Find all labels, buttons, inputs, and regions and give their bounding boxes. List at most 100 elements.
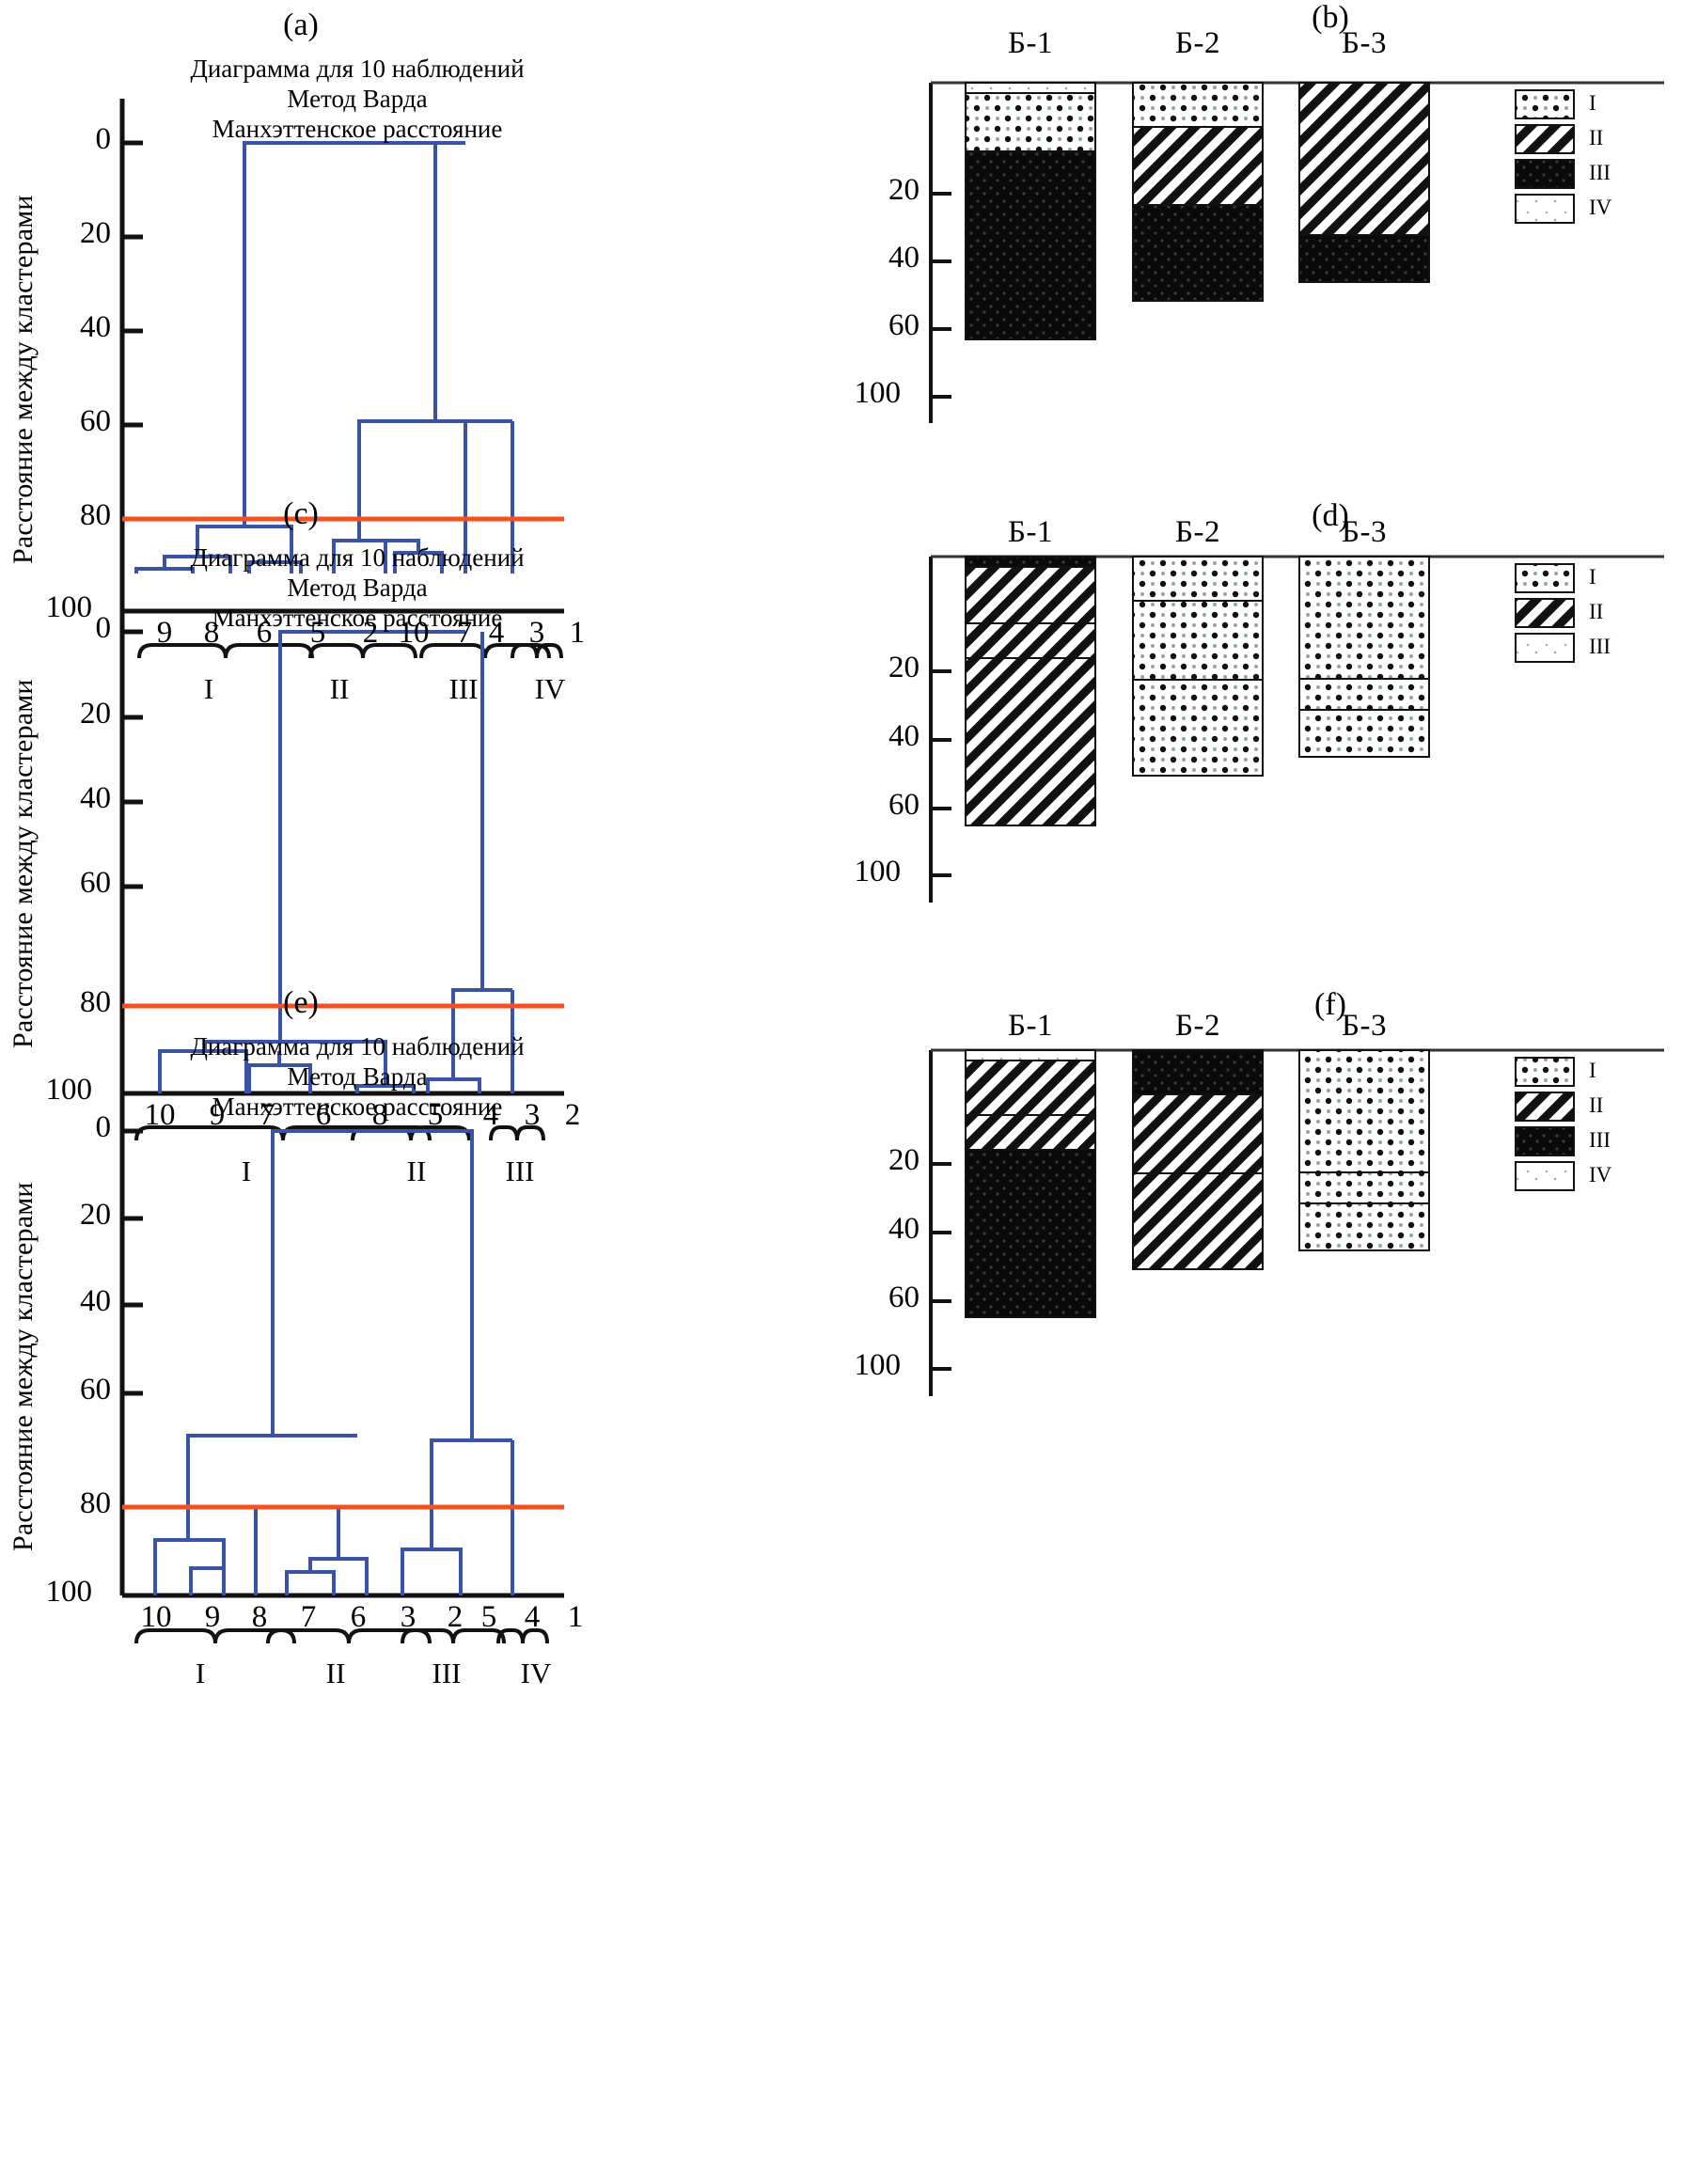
panel-a-leaf-3: 5 [309, 616, 326, 650]
panel-e-title: Диаграмма для 10 наблюдений Метод Варда … [141, 1032, 574, 1123]
panel-c-tick-0: 0 [95, 611, 112, 645]
panel-e-leaf-3: 7 [300, 1600, 317, 1634]
panel-a-leaf-2: 6 [256, 616, 273, 650]
panel-e-dendrogram-links [153, 1129, 514, 1595]
panel-f-legend-label-I: I [1589, 1059, 1596, 1082]
panel-a-ylabel: Расстояние между кластерами [8, 195, 39, 564]
panel-b-tick-20: 20 [888, 173, 920, 207]
panel-c-leaf-1: 9 [209, 1098, 226, 1132]
panel-f-bar-b1[interactable] [965, 1049, 1096, 1318]
panel-f-legend-label-III: III [1589, 1128, 1611, 1152]
panel-c-tick-100: 100 [45, 1073, 93, 1107]
panel-b-legend-label-I: I [1589, 91, 1596, 115]
panel-a-tick-0: 0 [95, 122, 112, 156]
panel-label-c: (c) [283, 496, 319, 531]
panel-c-title-line3: Манхэттенское расстояние [212, 603, 503, 632]
panel-f-tick-40: 40 [888, 1212, 920, 1246]
panel-c-leaf-7: 3 [524, 1098, 541, 1132]
panel-e-tick-60: 60 [80, 1373, 111, 1406]
panel-c-cluster-braces [134, 1125, 545, 1141]
panel-d-bar-label-0: Б-1 [1008, 515, 1053, 549]
panel-e-cluster-II: II [325, 1657, 346, 1689]
panel-c-cluster-I: I [241, 1155, 252, 1187]
panel-e-tick-40: 40 [80, 1284, 111, 1318]
panel-f-bar-b3[interactable] [1298, 1049, 1430, 1251]
panel-d-legend-label-III: III [1589, 635, 1611, 658]
panel-a-tick-80: 80 [80, 498, 111, 532]
panel-e-tick-80: 80 [80, 1486, 111, 1520]
panel-e-leaf-5: 3 [400, 1600, 417, 1634]
panel-e-ylabel: Расстояние между кластерами [8, 1182, 39, 1551]
panel-c-leaf-5: 5 [427, 1098, 444, 1132]
panel-a-leaf-1: 8 [203, 616, 220, 650]
panel-d-tick-20: 20 [888, 651, 920, 684]
panel-f-bar-label-0: Б-1 [1008, 1009, 1053, 1043]
panel-label-b: (b) [1312, 0, 1349, 35]
panel-f-tick-20: 20 [888, 1143, 920, 1177]
panel-d-bar-label-2: Б-3 [1342, 515, 1387, 549]
panel-f-legend-swatches [1515, 1057, 1575, 1191]
panel-a-cluster-braces [137, 643, 563, 659]
panel-f-legend-label-IV: IV [1589, 1163, 1612, 1186]
panel-a-tick-60: 60 [80, 404, 111, 438]
panel-a-title: Диаграмма для 10 наблюдений Метод Варда … [141, 55, 574, 145]
panel-c-leaf-0: 10 [144, 1098, 176, 1132]
panel-c-title-line2: Метод Варда [287, 573, 428, 602]
panel-e-cluster-I: I [195, 1657, 206, 1689]
panel-c-tick-40: 40 [80, 781, 111, 815]
panel-c-tick-20: 20 [80, 697, 111, 731]
panel-a-tick-40: 40 [80, 310, 111, 344]
panel-e-leaf-9: 1 [567, 1600, 584, 1634]
panel-b-legend-label-IV: IV [1589, 196, 1612, 219]
panel-c-cluster-II: II [406, 1155, 427, 1187]
panel-c-cluster-III: III [505, 1155, 535, 1187]
panel-d-bar-b1[interactable] [965, 556, 1096, 826]
panel-e-leaf-2: 8 [251, 1600, 268, 1634]
panel-c-title-line1: Диаграмма для 10 наблюдений [190, 543, 525, 572]
panel-a-title-line2: Метод Варда [287, 84, 428, 113]
panel-a-cluster-I: I [203, 672, 214, 705]
panel-b-bar-b3[interactable] [1298, 82, 1430, 283]
panel-e-tick-20: 20 [80, 1198, 111, 1232]
panel-d-tick-100: 100 [854, 855, 902, 888]
panel-b-legend-label-III: III [1589, 161, 1611, 184]
panel-f-bar-label-2: Б-3 [1342, 1009, 1387, 1043]
panel-a-cluster-IV: IV [534, 672, 566, 705]
panel-b-bar-label-2: Б-3 [1342, 26, 1387, 60]
panel-b-tick-60: 60 [888, 308, 920, 342]
panel-c-leaf-4: 8 [371, 1098, 388, 1132]
panel-a-leaf-8: 3 [528, 616, 545, 650]
panel-e-tick-100: 100 [45, 1575, 93, 1609]
panel-b-bar-b2[interactable] [1132, 82, 1264, 302]
panel-e-title-line3: Манхэттенское расстояние [212, 1092, 503, 1121]
panel-c-leaf-6: 4 [482, 1098, 499, 1132]
panel-f-tick-100: 100 [854, 1348, 902, 1382]
panel-f-tick-60: 60 [888, 1281, 920, 1314]
panel-a-leaf-6: 7 [456, 616, 473, 650]
panel-d-tick-40: 40 [888, 719, 920, 753]
panel-c-dendrogram-links [158, 630, 514, 1093]
panel-f-bar-b2[interactable] [1132, 1049, 1264, 1270]
panel-a-dendrogram-links [134, 141, 514, 573]
panel-d-bar-b2[interactable] [1132, 556, 1264, 777]
panel-a-tick-20: 20 [80, 216, 111, 250]
panel-label-a: (a) [283, 8, 319, 42]
panel-c-leaf-3: 6 [315, 1098, 332, 1132]
panel-c-tick-80: 80 [80, 985, 111, 1019]
panel-c-ylabel: Расстояние между кластерами [8, 679, 39, 1048]
panel-label-d: (d) [1312, 498, 1349, 533]
panel-a-cluster-II: II [329, 672, 350, 705]
panel-c-tick-60: 60 [80, 866, 111, 900]
panel-b-bar-b1[interactable] [965, 82, 1096, 340]
panel-d-bar-b3[interactable] [1298, 556, 1430, 758]
panel-e-cluster-IV: IV [520, 1657, 552, 1689]
panel-label-e: (e) [283, 985, 319, 1020]
panel-b-legend-label-II: II [1589, 126, 1604, 149]
panel-a-tick-100: 100 [45, 590, 93, 624]
panel-e-cluster-III: III [432, 1657, 462, 1689]
panel-f-bar-label-1: Б-2 [1175, 1009, 1220, 1043]
panel-a-cluster-III: III [448, 672, 479, 705]
panel-d-bar-label-1: Б-2 [1175, 515, 1220, 549]
